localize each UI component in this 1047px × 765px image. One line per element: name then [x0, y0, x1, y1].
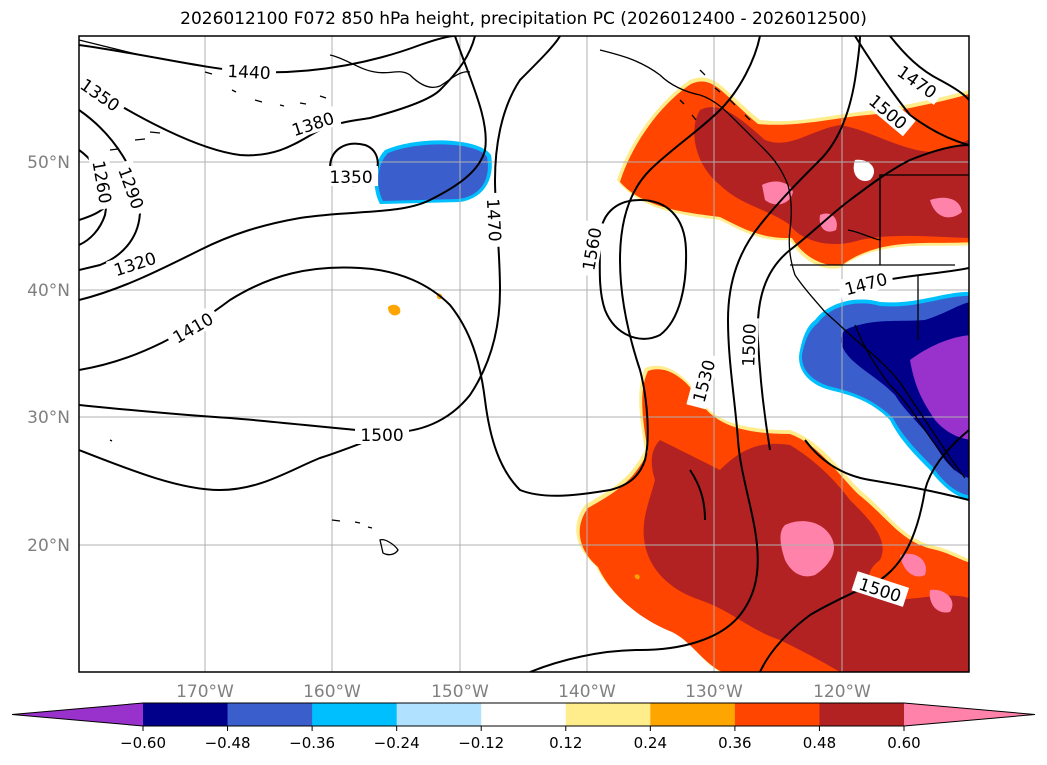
- colorbar-tick-label: −0.48: [205, 734, 251, 752]
- colorbar-segment: [227, 703, 313, 726]
- colorbar-segment: [734, 703, 820, 726]
- lon-label-170w: 170°W: [176, 682, 234, 702]
- colorbar-segment: [312, 703, 398, 726]
- colorbar-extend-min: [12, 703, 143, 726]
- colorbar-extend-max: [904, 703, 1035, 726]
- contour-label: 1470: [482, 198, 504, 242]
- contour-label: 1560: [579, 226, 606, 272]
- colorbar-tick-label: 0.12: [549, 734, 582, 752]
- lat-label-50n: 50°N: [27, 153, 70, 173]
- colorbar-segment: [481, 703, 567, 726]
- lon-label-140w: 140°W: [558, 682, 616, 702]
- colorbar-tick-label: 0.48: [803, 734, 836, 752]
- colorbar: −0.60 −0.48 −0.36 −0.24 −0.12 0.12 0.24 0.36 0.4…: [11, 702, 1036, 752]
- map-area: 1440 1350 1380 1260 1290 1350 1320 1410 …: [79, 36, 969, 672]
- colorbar-segment: [819, 703, 905, 726]
- lon-label-160w: 160°W: [303, 682, 361, 702]
- lon-label-130w: 130°W: [685, 682, 743, 702]
- lat-label-40n: 40°N: [27, 281, 70, 301]
- colorbar-segment: [565, 703, 651, 726]
- contour-label: 1380: [290, 109, 337, 141]
- lat-label-30n: 30°N: [27, 408, 70, 428]
- colorbar-segment: [143, 703, 229, 726]
- lon-labels: 170°W 160°W 150°W 140°W 130°W 120°W: [176, 682, 871, 702]
- map-title: 2026012100 F072 850 hPa height, precipit…: [180, 9, 867, 29]
- contour-label: 1260: [87, 159, 114, 205]
- contour-label: 1350: [329, 168, 372, 188]
- colorbar-tick-label: 0.24: [634, 734, 667, 752]
- lat-labels: 50°N 40°N 30°N 20°N: [27, 153, 70, 556]
- contour-label: 1440: [227, 62, 271, 84]
- colorbar-segment: [650, 703, 736, 726]
- colorbar-tick-label: −0.12: [458, 734, 504, 752]
- contour-label: 1530: [690, 358, 721, 405]
- colorbar-segment: [396, 703, 482, 726]
- colorbar-tick-label: 0.60: [887, 734, 920, 752]
- colorbar-tick-label: −0.60: [120, 734, 166, 752]
- contour-label: 1500: [360, 426, 403, 446]
- colorbar-tick-label: −0.36: [289, 734, 335, 752]
- lat-label-20n: 20°N: [27, 536, 70, 556]
- colorbar-tick-label: −0.24: [374, 734, 420, 752]
- colorbar-tick-label: 0.36: [718, 734, 751, 752]
- contour-label: 1500: [739, 323, 760, 367]
- lon-label-120w: 120°W: [813, 682, 871, 702]
- map-frame: [78, 35, 970, 673]
- contour-label: 1470: [843, 270, 890, 301]
- lon-label-150w: 150°W: [431, 682, 489, 702]
